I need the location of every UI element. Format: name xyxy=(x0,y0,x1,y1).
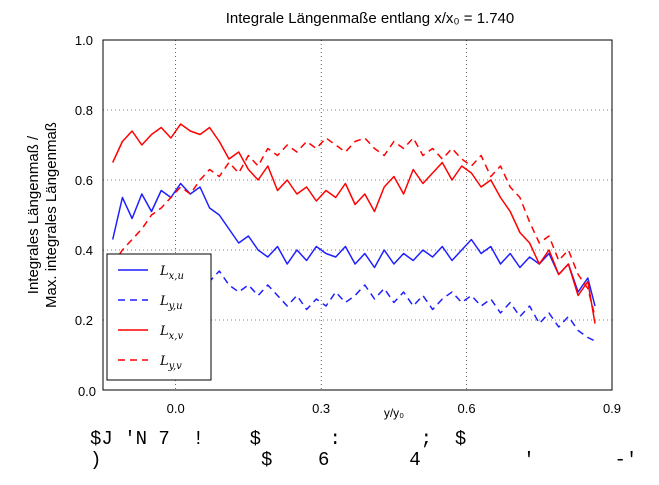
y-tick-label: 0.8 xyxy=(75,103,93,118)
series-line-ly-v xyxy=(112,137,596,317)
origin-label: 0.0 xyxy=(78,384,96,399)
y-axis-label-line2: Max. integrales Längenmaß xyxy=(43,122,60,308)
series-line-lx-v xyxy=(112,123,596,324)
footer-text-line2: ) $ 6 4 ' -' xyxy=(90,449,638,471)
legend-label: Lx,v xyxy=(159,324,183,342)
legend: Lx,u Ly,u Lx,v Ly,v xyxy=(106,253,212,381)
legend-label: Ly,u xyxy=(159,294,183,312)
x-tick-labels: 0.0 0.3 0.6 0.9 xyxy=(167,401,621,416)
x-tick-label: 0.3 xyxy=(312,401,330,416)
x-axis-label: y/y₀ xyxy=(384,406,404,420)
x-tick-label: 0.0 xyxy=(167,401,185,416)
x-tick-label: 0.6 xyxy=(458,401,476,416)
legend-label: Lx,u xyxy=(159,264,184,282)
y-tick-labels: 0.2 0.4 0.6 0.8 1.0 xyxy=(75,33,93,328)
plot-frame xyxy=(102,39,613,391)
legend-box xyxy=(106,253,212,381)
x-tick-label: 0.9 xyxy=(603,401,621,416)
y-tick-label: 0.4 xyxy=(75,243,93,258)
legend-label: Ly,v xyxy=(159,354,182,372)
y-axis-label-line1: Integrales Längenmaß / xyxy=(25,135,42,294)
chart-title: Integrale Längenmaße entlang x/x₀ = 1.74… xyxy=(226,10,515,27)
series-line-lx-u xyxy=(111,182,596,307)
y-tick-label: 1.0 xyxy=(75,33,93,48)
y-tick-label: 0.6 xyxy=(75,173,93,188)
y-tick-label: 0.2 xyxy=(75,313,93,328)
footer-text-line1: $J 'N 7 ! $ : ; $ xyxy=(90,428,467,450)
